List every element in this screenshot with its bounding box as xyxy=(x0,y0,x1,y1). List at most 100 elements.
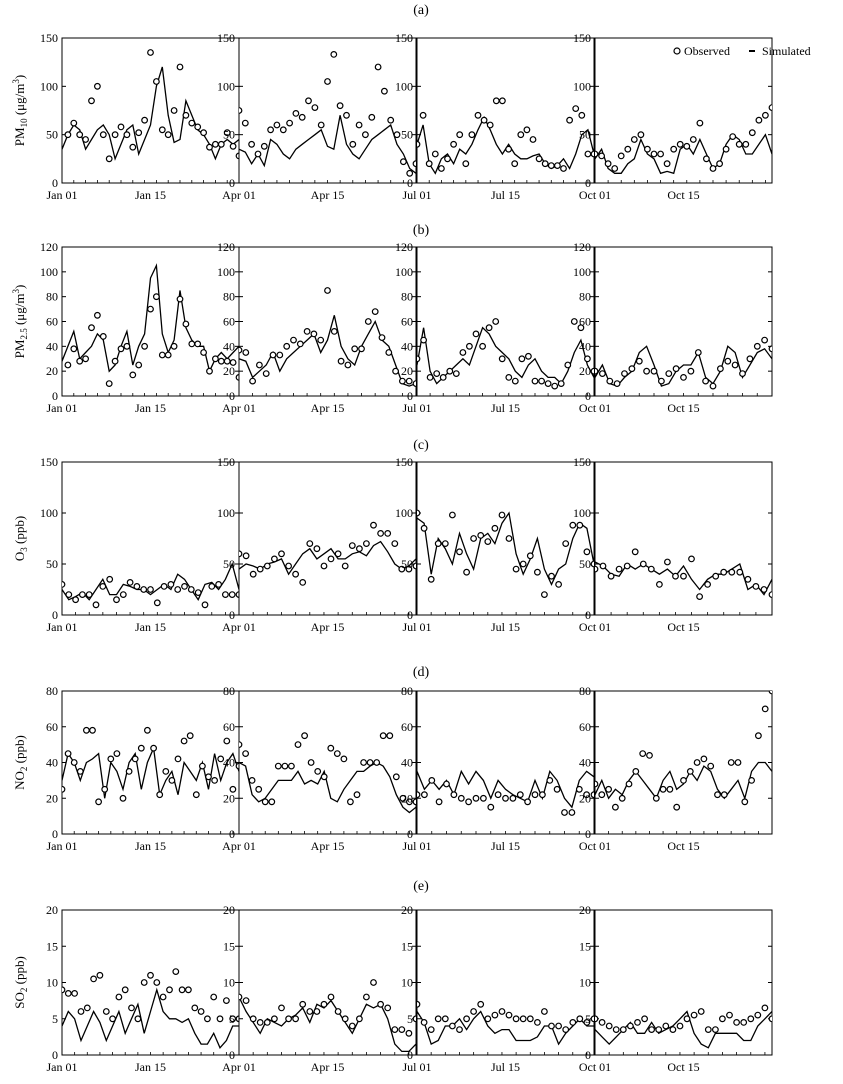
observed-point xyxy=(717,365,724,373)
observed-point xyxy=(405,377,413,385)
observed-point xyxy=(158,126,166,134)
observed-point xyxy=(762,111,769,119)
y-tick-label: 20 xyxy=(401,364,413,378)
observed-point xyxy=(459,349,467,356)
observed-point xyxy=(330,51,338,58)
x-tick-label: Jul 01 xyxy=(402,188,431,202)
observed-point xyxy=(64,990,72,997)
observed-point xyxy=(728,568,736,576)
observed-point xyxy=(480,794,487,802)
observed-point xyxy=(686,768,694,775)
observed-point xyxy=(676,140,684,148)
observed-point xyxy=(611,165,619,172)
observed-point xyxy=(531,377,539,385)
observed-point xyxy=(286,119,294,127)
y-tick-label: 150 xyxy=(573,455,591,469)
observed-point xyxy=(125,768,133,775)
x-tick-label: Jan 15 xyxy=(135,401,166,415)
observed-point xyxy=(72,596,79,604)
observed-point xyxy=(198,762,206,770)
observed-point xyxy=(113,750,121,757)
y-tick-label: 20 xyxy=(401,903,413,917)
simulated-series-line xyxy=(239,315,416,387)
observed-point xyxy=(509,794,517,802)
observed-point xyxy=(273,121,281,129)
observed-point xyxy=(82,355,89,363)
observed-point xyxy=(435,798,443,806)
y-axis-label: PM2.5 (μg/m3) xyxy=(11,285,29,359)
observed-point xyxy=(439,374,447,381)
plot-frame xyxy=(238,690,417,835)
x-tick-label: Jan 15 xyxy=(135,188,166,202)
observed-point xyxy=(299,579,307,586)
observed-point xyxy=(292,570,300,578)
observed-point xyxy=(716,160,723,168)
simulated-series-line xyxy=(239,761,416,814)
observed-point xyxy=(664,558,671,566)
x-tick-label: Jan 15 xyxy=(135,620,166,634)
x-tick-label: Oct 01 xyxy=(579,1060,611,1074)
observed-point xyxy=(377,530,385,537)
observed-point xyxy=(249,570,257,578)
observed-point xyxy=(176,63,184,71)
y-tick-label: 100 xyxy=(395,79,413,93)
observed-point xyxy=(569,521,577,529)
observed-point xyxy=(393,131,401,139)
observed-point xyxy=(166,986,173,994)
x-tick-label: Oct 01 xyxy=(579,401,611,415)
observed-point xyxy=(70,345,78,353)
observed-point xyxy=(444,155,451,163)
observed-point xyxy=(438,165,445,172)
observed-point xyxy=(153,599,161,607)
observed-point xyxy=(595,780,599,788)
y-axis-label-sub: 2 xyxy=(19,988,29,993)
observed-point xyxy=(141,342,149,350)
plot-frame xyxy=(238,461,417,616)
y-tick-label: 0 xyxy=(229,176,235,190)
observed-point xyxy=(143,726,151,734)
observed-point xyxy=(197,1008,205,1015)
y-tick-label: 60 xyxy=(579,720,591,734)
observed-point xyxy=(517,131,525,139)
y-tick-label: 40 xyxy=(579,339,591,353)
observed-point xyxy=(712,1026,719,1033)
observed-point xyxy=(761,705,769,713)
observed-point xyxy=(512,1015,520,1023)
y-tick-label: 80 xyxy=(223,290,235,304)
observed-point xyxy=(724,357,732,365)
observed-point xyxy=(119,591,127,598)
observed-point xyxy=(625,780,633,788)
y-tick-label: 150 xyxy=(40,31,58,45)
observed-point xyxy=(658,377,665,385)
y-axis-label-base: PM xyxy=(12,127,27,146)
observed-point xyxy=(561,809,568,816)
y-tick-label: 0 xyxy=(229,827,235,841)
simulated-series-line xyxy=(417,511,594,586)
observed-point xyxy=(720,568,728,576)
observed-point xyxy=(242,750,250,757)
simulated-series-line xyxy=(417,326,594,385)
observed-point xyxy=(697,1008,705,1015)
y-tick-label: 20 xyxy=(223,903,235,917)
observed-point xyxy=(182,320,190,328)
observed-point xyxy=(208,583,216,590)
observed-point xyxy=(412,798,416,806)
observed-point xyxy=(164,351,172,359)
observed-point xyxy=(194,123,202,131)
observed-point xyxy=(358,345,365,353)
plot-frame xyxy=(594,37,773,184)
observed-point xyxy=(663,160,671,168)
observed-point xyxy=(288,762,295,770)
observed-point xyxy=(348,542,356,549)
observed-point xyxy=(405,1029,413,1037)
observed-point xyxy=(334,1008,342,1015)
observed-point xyxy=(129,371,137,379)
y-tick-label: 100 xyxy=(217,265,235,279)
observed-point xyxy=(356,545,363,553)
y-tick-label: 60 xyxy=(46,720,58,734)
observed-point xyxy=(217,140,225,148)
observed-point xyxy=(643,367,650,375)
observed-point xyxy=(463,1015,471,1023)
observed-point xyxy=(747,1015,755,1023)
observed-point xyxy=(147,971,154,979)
